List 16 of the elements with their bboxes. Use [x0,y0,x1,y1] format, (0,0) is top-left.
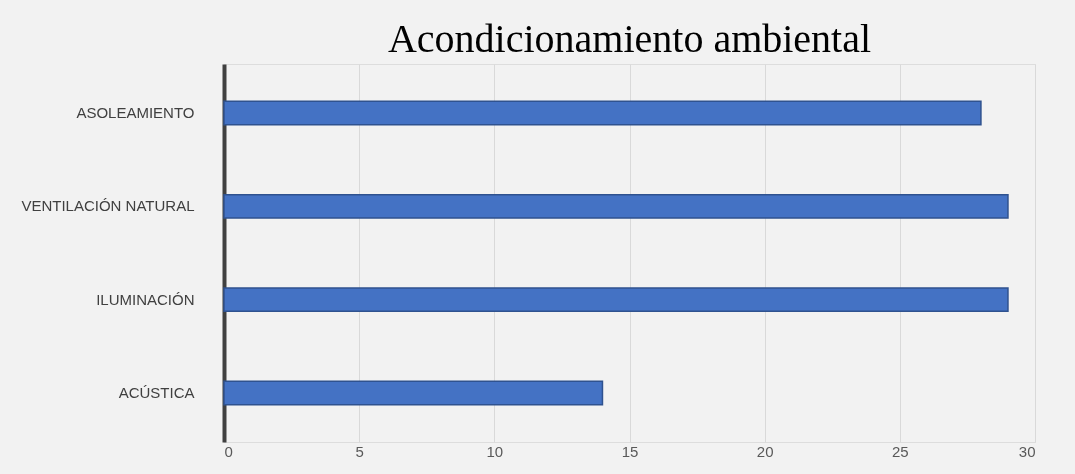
chart-title: Acondicionamiento ambiental [387,16,872,61]
bar [223,100,982,126]
x-tick-label: 0 [224,442,233,460]
x-tick-label: 15 [621,442,639,460]
x-tick-label: 5 [355,442,364,460]
x-tick-label: 10 [486,442,504,460]
bar [223,287,1009,313]
y-tick-label: VENTILACIÓN NATURAL [21,197,195,215]
x-tick-label: 20 [756,442,774,460]
y-tick-label: ILUMINACIÓN [96,290,195,308]
bar [223,193,1009,219]
bar [223,380,604,406]
y-tick-label: ACÚSTICA [118,384,195,401]
y-tick-label: ASOLEAMIENTO [76,104,195,121]
x-tick-label: 25 [891,442,909,460]
x-tick-label: 30 [1018,442,1036,460]
